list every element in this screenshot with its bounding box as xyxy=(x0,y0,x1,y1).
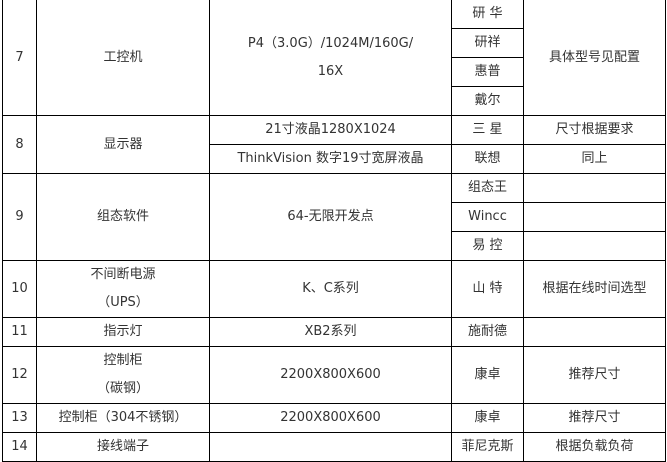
item-spec: P4（3.0G）/1024M/160G/ 16X xyxy=(209,0,452,116)
table-row: 14 接线端子 菲尼克斯 根据负载负荷 xyxy=(2,432,666,462)
name-line: （碳钢） xyxy=(96,381,149,396)
row-number: 14 xyxy=(2,432,37,462)
row-number: 11 xyxy=(2,317,37,347)
item-note: 推荐尺寸 xyxy=(523,346,666,404)
name-line: （UPS） xyxy=(97,295,149,310)
row-number: 10 xyxy=(2,260,37,318)
item-brand: 三 星 xyxy=(451,115,524,145)
spec-line: 16X xyxy=(317,63,344,79)
item-note: 同上 xyxy=(523,144,666,174)
item-brand: 研祥 xyxy=(451,28,524,58)
item-note xyxy=(523,173,666,203)
name-line: 不间断电源 xyxy=(90,267,156,282)
row-number: 7 xyxy=(2,0,37,116)
table-row: 12 控制柜 （碳钢） 2200X800X600 康卓 推荐尺寸 xyxy=(2,346,666,404)
item-brand: 研 华 xyxy=(451,0,524,29)
item-spec: ThinkVision 数字19寸宽屏液晶 xyxy=(209,144,452,174)
item-brand: Wincc xyxy=(451,202,524,232)
item-brand: 施耐德 xyxy=(451,317,524,347)
table-row: 7 工控机 P4（3.0G）/1024M/160G/ 16X 研 华 具体型号见… xyxy=(2,0,666,116)
item-spec: XB2系列 xyxy=(209,317,452,347)
table-row: Wincc xyxy=(3,202,666,232)
table-row: 11 指示灯 XB2系列 施耐德 xyxy=(2,317,666,347)
item-name: 显示器 xyxy=(36,115,210,174)
item-note xyxy=(523,202,666,232)
row-number: 9 xyxy=(2,173,37,261)
table-row: 研祥 xyxy=(3,28,666,58)
spec-line: P4（3.0G）/1024M/160G/ xyxy=(247,35,414,51)
item-note: 尺寸根据要求 xyxy=(523,115,666,145)
item-spec: 2200X800X600 xyxy=(209,403,452,433)
item-spec: 64-无限开发点 xyxy=(209,173,452,261)
table-row: 惠普 xyxy=(3,57,666,87)
item-brand: 组态王 xyxy=(451,173,524,203)
row-number: 8 xyxy=(2,115,37,174)
item-brand: 山 特 xyxy=(451,260,524,318)
row-number: 13 xyxy=(2,403,37,433)
table-row: 10 不间断电源 （UPS） K、C系列 山 特 根据在线时间选型 xyxy=(2,260,666,318)
item-note: 具体型号见配置 xyxy=(523,0,666,116)
table-row: 8 显示器 21寸液晶1280X1024 三 星 尺寸根据要求 xyxy=(2,115,666,174)
item-name: 指示灯 xyxy=(36,317,210,347)
item-spec: K、C系列 xyxy=(209,260,452,318)
item-name: 不间断电源 （UPS） xyxy=(36,260,210,318)
item-brand: 易 控 xyxy=(451,231,524,261)
item-brand: 惠普 xyxy=(451,57,524,87)
table-row: 13 控制柜（304不锈钢） 2200X800X600 康卓 推荐尺寸 xyxy=(2,403,666,433)
table-row: ThinkVision 数字19寸宽屏液晶 联想 同上 xyxy=(3,144,666,174)
item-brand: 康卓 xyxy=(451,403,524,433)
item-name: 工控机 xyxy=(36,0,210,116)
item-note xyxy=(523,317,666,347)
item-name: 组态软件 xyxy=(36,173,210,261)
row-number: 12 xyxy=(2,346,37,404)
item-name: 控制柜（304不锈钢） xyxy=(36,403,210,433)
item-note: 根据在线时间选型 xyxy=(523,260,666,318)
item-note: 推荐尺寸 xyxy=(523,403,666,433)
item-name: 接线端子 xyxy=(36,432,210,462)
item-spec: 2200X800X600 xyxy=(209,346,452,404)
item-brand: 菲尼克斯 xyxy=(451,432,524,462)
table-row: 易 控 xyxy=(3,231,666,261)
name-line: 控制柜 xyxy=(103,353,143,368)
table-row: 9 组态软件 64-无限开发点 组态王 xyxy=(2,173,666,261)
item-note xyxy=(523,231,666,261)
item-brand: 戴尔 xyxy=(451,86,524,116)
item-note: 根据负载负荷 xyxy=(523,432,666,462)
item-name: 控制柜 （碳钢） xyxy=(36,346,210,404)
item-brand: 联想 xyxy=(451,144,524,174)
item-brand: 康卓 xyxy=(451,346,524,404)
item-spec: 21寸液晶1280X1024 xyxy=(209,115,452,145)
item-spec xyxy=(209,432,452,462)
